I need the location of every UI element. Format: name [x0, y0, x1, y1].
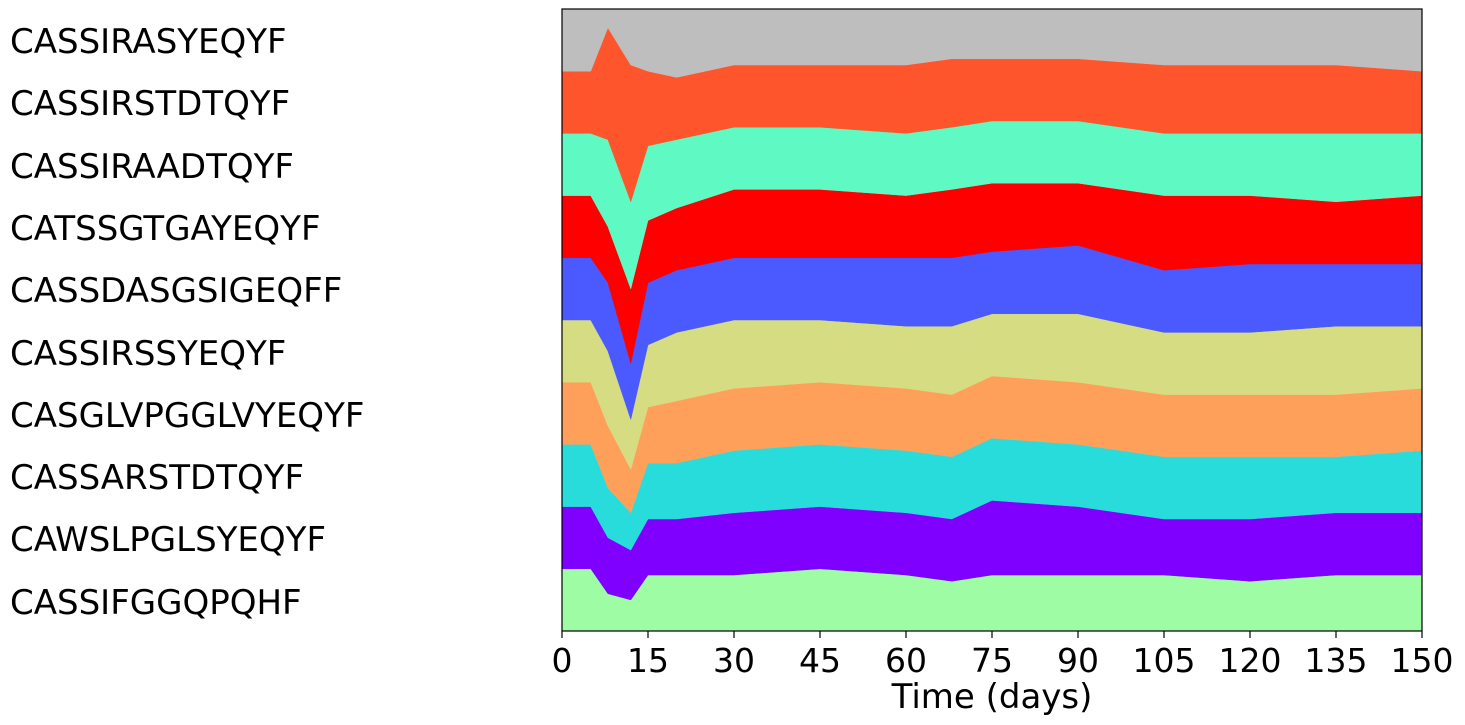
legend-label: CASSIRSTDTQYF [10, 84, 291, 125]
x-tick-label: 60 [885, 641, 927, 680]
legend-label: CATSSGTGAYEQYF [10, 208, 321, 249]
x-axis-label: Time (days) [891, 677, 1093, 717]
legend-label: CAWSLPGLSYEQYF [10, 520, 326, 561]
x-tick-label: 15 [627, 641, 669, 680]
area-series-group [561, 8, 1423, 632]
legend-label: CASSDASGSIGEQFF [10, 271, 343, 312]
x-tick-label: 105 [1133, 641, 1196, 680]
legend-label: CASSARSTDTQYF [10, 458, 305, 499]
x-tick-label: 75 [971, 641, 1013, 680]
x-tick-label: 150 [1391, 641, 1454, 680]
x-axis-ticks: 0 15 30 45 60 75 90 105 120 135 150 [552, 631, 1454, 680]
legend-label: CASGLVPGGLVYEQYF [10, 395, 365, 436]
legend-label: CASSIRASYEQYF [10, 22, 287, 62]
x-tick-label: 45 [799, 641, 841, 680]
x-tick-label: 0 [552, 641, 573, 680]
x-tick-label: 120 [1219, 641, 1282, 680]
legend-label: CASSIRAADTQYF [10, 146, 294, 187]
legend-label: CASSIRSSYEQYF [10, 333, 287, 374]
x-tick-label: 135 [1305, 641, 1368, 680]
x-tick-label: 90 [1057, 641, 1099, 680]
x-tick-label: 30 [713, 641, 755, 680]
legend-label: CASSIFGGQPQHF [10, 582, 302, 623]
